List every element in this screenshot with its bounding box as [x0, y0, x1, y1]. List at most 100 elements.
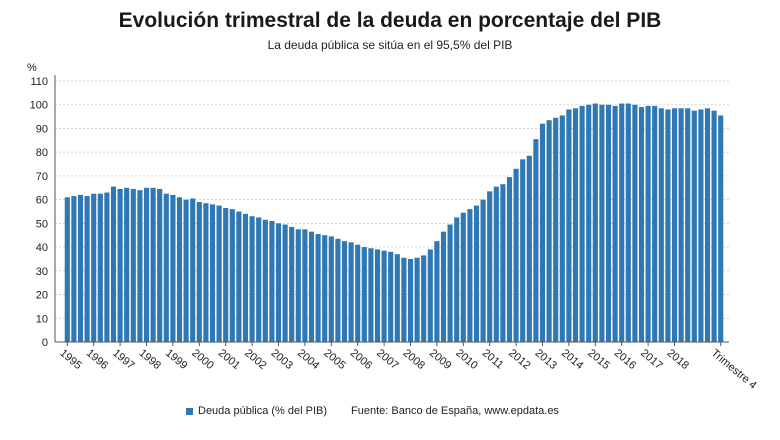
y-tick-label: 80: [36, 147, 48, 159]
x-tick-label: 1995: [57, 347, 83, 372]
y-axis-unit: %: [27, 62, 37, 74]
bar: [91, 193, 97, 342]
bar: [533, 139, 539, 342]
bar: [150, 187, 156, 342]
bar: [84, 196, 90, 342]
bar: [236, 211, 242, 342]
x-tick-label: 2016: [612, 347, 638, 372]
bar: [671, 108, 678, 342]
y-tick-label: 60: [36, 195, 48, 207]
bar: [203, 203, 209, 342]
bar: [500, 184, 506, 342]
bar: [454, 217, 460, 342]
bar: [176, 197, 183, 342]
bar: [275, 223, 282, 342]
bar: [163, 193, 169, 342]
bar: [414, 257, 420, 342]
bar: [592, 103, 598, 342]
chart-subtitle: La deuda pública se sitúa en el 95,5% de…: [267, 38, 513, 52]
bar: [473, 205, 480, 342]
source-note: Fuente: Banco de España, www.epdata.es: [351, 405, 559, 417]
bar: [553, 117, 559, 342]
bar: [480, 199, 486, 342]
x-tick-label: Trimestre 4: [709, 347, 759, 392]
bar: [335, 238, 341, 342]
bar: [110, 186, 117, 342]
bar: [157, 188, 163, 342]
x-tick-label: 2009: [427, 347, 453, 372]
bar: [638, 107, 645, 342]
axes: [54, 75, 729, 346]
bar: [269, 220, 275, 342]
bar: [520, 159, 526, 342]
bar: [190, 198, 196, 342]
bar: [71, 196, 77, 342]
bar: [460, 212, 466, 342]
bar: [143, 187, 150, 342]
bar: [566, 109, 572, 343]
bar: [104, 192, 110, 342]
chart-title: Evolución trimestral de la deuda en porc…: [118, 9, 662, 32]
legend-series-label: Deuda pública (% del PIB): [198, 405, 328, 417]
bar: [216, 205, 222, 342]
bar: [361, 247, 367, 342]
bar: [322, 235, 328, 342]
bar: [572, 108, 579, 342]
x-tick-label: 2014: [559, 347, 585, 372]
bar: [487, 191, 493, 342]
bar: [632, 104, 638, 343]
bar: [619, 103, 625, 342]
bar: [328, 236, 334, 342]
bars: [64, 103, 724, 343]
y-tick-label: 100: [30, 100, 48, 112]
x-tick-label: 2008: [401, 347, 427, 372]
bar: [289, 226, 295, 342]
bar: [513, 168, 519, 342]
y-tick-label: 110: [30, 76, 48, 88]
bar: [295, 229, 301, 342]
x-tick-label: 1999: [163, 347, 189, 372]
x-tick-label: 1997: [110, 347, 136, 372]
bar: [374, 249, 381, 342]
bar: [447, 224, 453, 342]
bar: [229, 209, 235, 342]
bar: [302, 229, 308, 342]
bar: [256, 217, 262, 342]
x-tick-label: 2003: [269, 347, 295, 372]
bar: [586, 104, 592, 343]
bar: [77, 194, 84, 342]
bar: [665, 109, 671, 343]
legend-swatch: [186, 407, 193, 415]
y-tick-label: 30: [36, 266, 48, 278]
bar: [282, 224, 288, 342]
bar: [467, 209, 473, 342]
bar: [434, 241, 440, 342]
bar: [130, 188, 136, 342]
bar: [625, 103, 631, 342]
bar: [170, 194, 176, 342]
bar: [539, 123, 546, 342]
bar: [137, 190, 143, 342]
bar: [605, 104, 612, 343]
bar: [348, 242, 354, 342]
x-tick-label: 2013: [533, 347, 559, 372]
bar: [559, 115, 565, 343]
bar: [579, 105, 585, 342]
x-tick-label: 2010: [453, 347, 479, 372]
bar: [388, 251, 394, 342]
bar: [645, 105, 651, 342]
bar: [440, 231, 447, 342]
bar: [381, 250, 387, 342]
bar: [64, 197, 70, 342]
bar: [427, 249, 433, 342]
bar: [262, 219, 268, 342]
bar: [368, 248, 374, 342]
bar: [612, 105, 618, 342]
bar: [652, 105, 658, 342]
y-tick-label: 40: [36, 242, 48, 254]
x-tick-label: 2002: [242, 347, 268, 372]
bar: [718, 115, 724, 343]
bar: [685, 108, 691, 342]
x-tick-label: 2018: [665, 347, 691, 372]
